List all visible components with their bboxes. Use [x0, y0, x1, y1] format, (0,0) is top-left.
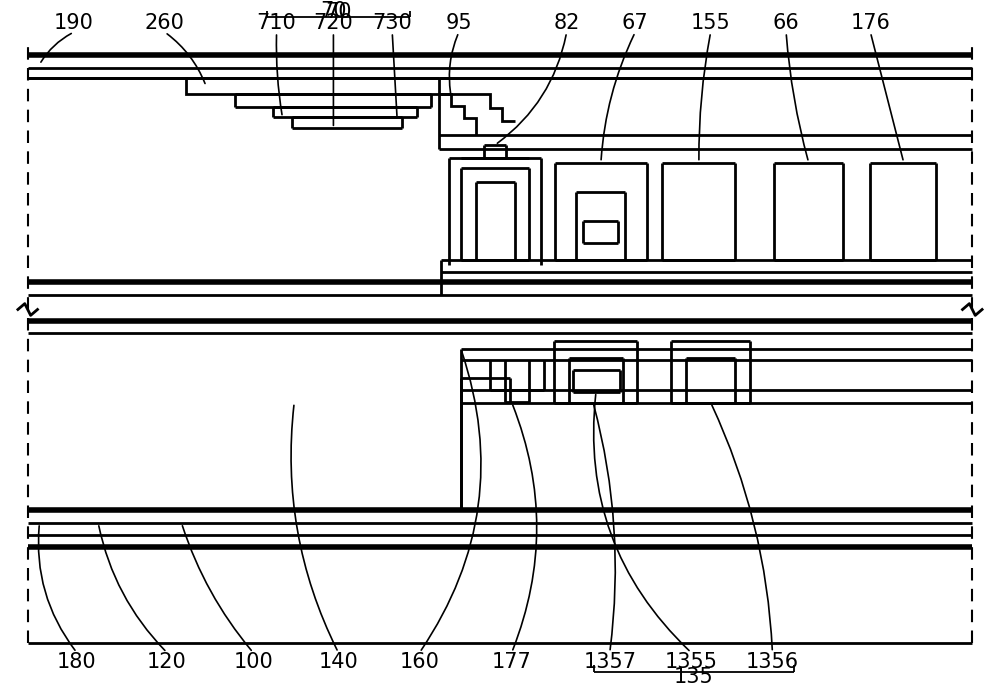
Text: 95: 95 [446, 13, 472, 34]
Text: 140: 140 [318, 652, 358, 672]
Text: 70: 70 [325, 1, 352, 21]
Text: 190: 190 [54, 13, 94, 34]
Text: 120: 120 [147, 652, 187, 672]
Text: 135: 135 [674, 667, 714, 687]
Text: 160: 160 [400, 652, 440, 672]
Text: 260: 260 [145, 13, 185, 34]
Text: 177: 177 [492, 652, 532, 672]
Text: 155: 155 [691, 13, 731, 34]
Text: 1357: 1357 [583, 652, 636, 672]
Text: 176: 176 [850, 13, 890, 34]
Text: 730: 730 [372, 13, 412, 34]
Text: 67: 67 [622, 13, 649, 34]
Text: 70: 70 [320, 1, 347, 21]
Text: 100: 100 [233, 652, 273, 672]
Text: 710: 710 [257, 13, 296, 34]
Text: 1356: 1356 [746, 652, 799, 672]
Text: 82: 82 [553, 13, 580, 34]
Text: 720: 720 [314, 13, 353, 34]
Text: 180: 180 [57, 652, 97, 672]
Text: 66: 66 [773, 13, 800, 34]
Text: 1355: 1355 [665, 652, 718, 672]
